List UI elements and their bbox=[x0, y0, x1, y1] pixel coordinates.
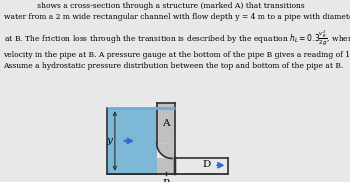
Text: D: D bbox=[203, 160, 211, 169]
Bar bbox=[172, 143, 175, 174]
Text: y: y bbox=[107, 136, 112, 145]
Wedge shape bbox=[157, 143, 172, 158]
Bar bbox=[106, 108, 157, 174]
Text: A: A bbox=[162, 118, 170, 128]
Text: shows a cross-section through a structure (marked A) that transitions
water from: shows a cross-section through a structur… bbox=[4, 2, 350, 70]
Bar bbox=[157, 158, 172, 174]
Text: B: B bbox=[162, 179, 170, 182]
Bar bbox=[157, 103, 175, 143]
